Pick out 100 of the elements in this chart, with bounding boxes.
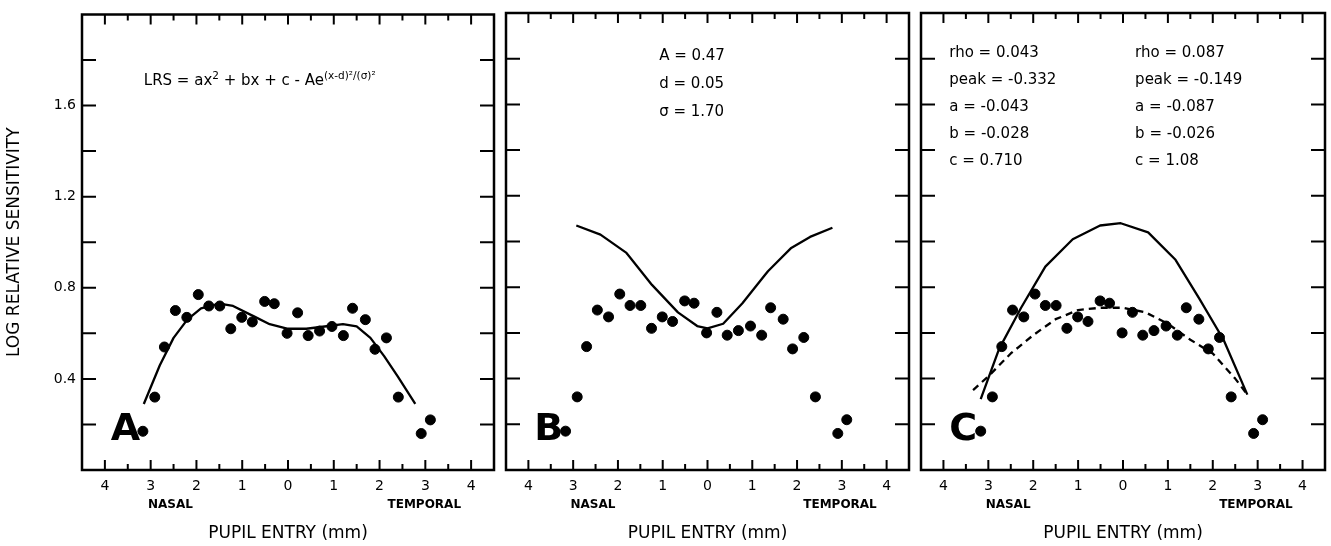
x-tick-label: 3 xyxy=(146,477,156,494)
x-tick-label: 3 xyxy=(420,477,430,494)
annotation: C xyxy=(949,405,978,449)
point xyxy=(614,288,626,300)
annotation: A = 0.47 xyxy=(659,46,725,64)
point xyxy=(415,428,427,440)
point xyxy=(369,343,381,355)
point xyxy=(1126,306,1138,318)
point xyxy=(214,300,226,312)
point xyxy=(1148,325,1160,337)
annotation: peak = -0.332 xyxy=(949,70,1057,88)
point xyxy=(192,289,204,301)
point xyxy=(1248,427,1260,439)
text: NASAL xyxy=(570,497,616,511)
point xyxy=(181,311,193,323)
x-tick-label: 2 xyxy=(375,477,385,494)
point xyxy=(359,314,371,326)
point xyxy=(281,327,293,339)
annotation: rho = 0.043 xyxy=(949,43,1039,61)
point xyxy=(1050,299,1062,311)
point xyxy=(1202,343,1214,355)
y-tick-label: 0.8 xyxy=(53,278,76,295)
y-tick-label: 1.6 xyxy=(53,96,77,113)
point xyxy=(1061,322,1073,334)
point xyxy=(169,305,181,317)
point xyxy=(314,325,326,337)
point xyxy=(380,332,392,344)
point xyxy=(1094,295,1106,307)
point xyxy=(975,425,987,437)
point xyxy=(1029,288,1041,300)
point xyxy=(635,299,647,311)
point xyxy=(1082,315,1094,327)
annotation: c = 0.710 xyxy=(949,151,1023,169)
point xyxy=(302,330,314,342)
text: TEMPORAL xyxy=(803,497,877,511)
point xyxy=(832,427,844,439)
point xyxy=(1214,331,1226,343)
text: NASAL xyxy=(147,497,193,511)
point xyxy=(1225,391,1237,403)
x-tick-label: 2 xyxy=(1028,477,1038,494)
point xyxy=(1039,299,1051,311)
x-tick-label: 1 xyxy=(658,477,668,494)
x-tick-label: 3 xyxy=(983,477,993,494)
x-tick-label: 1 xyxy=(329,477,339,494)
annotation: B xyxy=(534,405,564,449)
x-tick-label: 0 xyxy=(283,477,293,494)
point xyxy=(1018,311,1030,323)
annotation: a = -0.043 xyxy=(949,97,1029,115)
point xyxy=(268,298,280,310)
point xyxy=(246,316,258,328)
point xyxy=(203,300,215,312)
point xyxy=(841,414,853,426)
point xyxy=(777,313,789,325)
x-tick-label: 1 xyxy=(1163,477,1173,494)
point xyxy=(1116,327,1128,339)
point xyxy=(1160,320,1172,332)
point xyxy=(347,302,359,314)
annotation: rho = 0.087 xyxy=(1135,43,1225,61)
point xyxy=(1171,329,1183,341)
x-tick-label: 3 xyxy=(1253,477,1263,494)
point xyxy=(986,391,998,403)
point xyxy=(744,320,756,332)
x-tick-label: 0 xyxy=(703,477,712,494)
x-tick-label: 4 xyxy=(523,477,533,494)
point xyxy=(1007,304,1019,316)
point xyxy=(571,391,583,403)
annotation: a = -0.087 xyxy=(1135,97,1215,115)
point xyxy=(292,307,304,319)
point xyxy=(392,391,404,403)
point xyxy=(424,414,436,426)
point xyxy=(711,306,723,318)
x-tick-label: 4 xyxy=(938,477,948,494)
text: TEMPORAL xyxy=(1219,497,1293,511)
point xyxy=(225,323,237,335)
point xyxy=(701,327,713,339)
point xyxy=(149,391,161,403)
point xyxy=(624,299,636,311)
annotation: b = -0.028 xyxy=(949,124,1030,142)
point xyxy=(337,330,349,342)
point xyxy=(756,329,768,341)
x-tick-label: 1 xyxy=(237,477,247,494)
x-tick-label: 3 xyxy=(568,477,578,494)
point xyxy=(1137,329,1149,341)
point xyxy=(1193,313,1205,325)
point xyxy=(603,311,615,323)
x-tick-label: 0 xyxy=(1118,477,1128,494)
point xyxy=(326,320,338,332)
annotation: LRS = ax$^{2}$ + bx + c - Ae$^{(x-d)²/(σ)²}$ xyxy=(143,69,376,90)
point xyxy=(679,295,691,307)
annotation: d = 0.05 xyxy=(659,74,725,92)
x-tick-label: 2 xyxy=(191,477,201,494)
x-tick-label: 1 xyxy=(747,477,757,494)
point xyxy=(646,322,658,334)
x-tick-label: 4 xyxy=(882,477,892,494)
x-tick-label: 1 xyxy=(1073,477,1083,494)
annotation: A xyxy=(110,405,141,449)
point xyxy=(591,304,603,316)
y-tick-label: 1.2 xyxy=(53,187,76,204)
point xyxy=(1104,297,1116,309)
point xyxy=(158,341,170,353)
